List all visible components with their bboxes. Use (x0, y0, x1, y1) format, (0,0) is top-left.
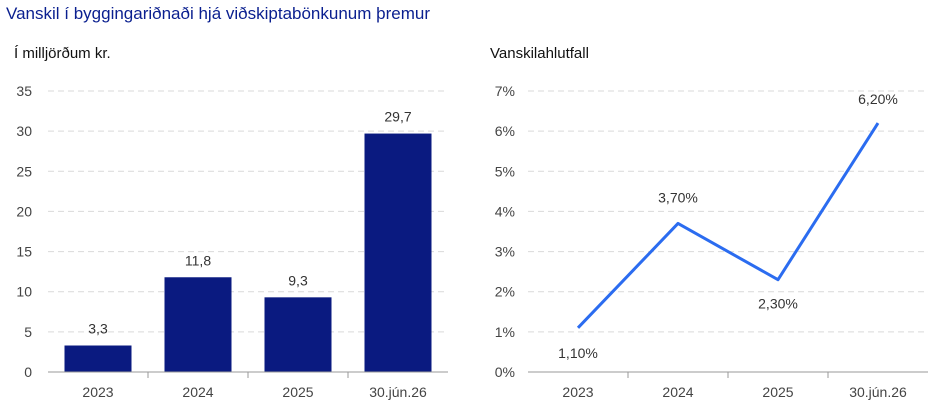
right-xtick-label: 30.jún.26 (849, 384, 907, 400)
left-ytick-label: 35 (16, 83, 32, 99)
right-chart-ylabel: Vanskilahlutfall (490, 45, 589, 62)
left-ytick-label: 10 (16, 284, 32, 300)
left-xtick-label: 2024 (182, 384, 213, 400)
left-ytick-label: 0 (24, 364, 32, 380)
left-chart-ylabel: Í milljörðum kr. (14, 45, 111, 62)
bar-value-label: 11,8 (185, 252, 211, 268)
line-series (576, 122, 880, 329)
line-value-label: 2,30% (758, 296, 798, 312)
right-ytick-label: 3% (495, 244, 515, 260)
bar (164, 277, 232, 372)
left-xtick-label: 2025 (282, 384, 313, 400)
left-ytick-label: 15 (16, 244, 32, 260)
bar (364, 133, 432, 372)
left-ytick-label: 20 (16, 203, 32, 219)
line-value-label: 1,10% (558, 345, 598, 361)
right-xtick-label: 2024 (662, 384, 693, 400)
right-ytick-label: 1% (495, 324, 515, 340)
chart-title: Vanskil í byggingariðnaði hjá viðskiptab… (6, 4, 430, 23)
bar (264, 297, 332, 372)
right-ytick-label: 0% (495, 364, 515, 380)
bar-value-label: 9,3 (288, 272, 308, 288)
left-ytick-label: 5 (24, 324, 32, 340)
bar-value-label: 29,7 (384, 109, 411, 125)
right-xtick-label: 2025 (762, 384, 793, 400)
bar-value-label: 3,3 (88, 321, 108, 337)
right-ytick-label: 4% (495, 203, 515, 219)
right-ytick-label: 5% (495, 163, 515, 179)
right-ytick-label: 2% (495, 284, 515, 300)
left-xtick-label: 30.jún.26 (369, 384, 427, 400)
left-xtick-label: 2023 (82, 384, 113, 400)
right-ytick-label: 7% (495, 83, 515, 99)
right-xtick-label: 2023 (562, 384, 593, 400)
line-value-label: 6,20% (858, 91, 898, 107)
bar (64, 345, 132, 372)
left-ytick-label: 25 (16, 163, 32, 179)
line-value-label: 3,70% (658, 189, 698, 205)
left-ytick-label: 30 (16, 123, 32, 139)
right-ytick-label: 6% (495, 123, 515, 139)
